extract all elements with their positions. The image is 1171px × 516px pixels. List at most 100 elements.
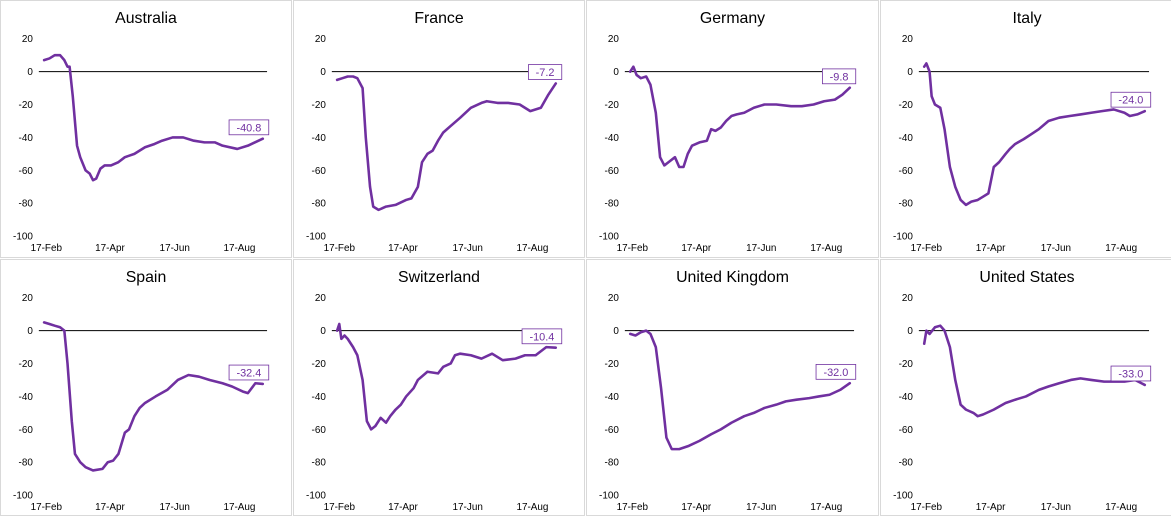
chart-title: Germany bbox=[700, 10, 765, 27]
y-tick-label: -60 bbox=[605, 166, 620, 177]
x-tick-label: 17-Jun bbox=[160, 502, 190, 513]
y-tick-label: -60 bbox=[899, 166, 914, 177]
y-tick-label: 20 bbox=[315, 34, 327, 45]
svg-text:-10.4: -10.4 bbox=[529, 331, 554, 343]
x-tick-label: 17-Jun bbox=[746, 502, 776, 513]
y-tick-label: -40 bbox=[899, 392, 914, 403]
y-tick-label: -20 bbox=[899, 100, 914, 111]
y-tick-label: -100 bbox=[13, 232, 33, 243]
y-tick-label: -20 bbox=[312, 100, 327, 111]
y-tick-label: -20 bbox=[19, 100, 34, 111]
y-tick-label: -100 bbox=[599, 232, 619, 243]
y-tick-label: -100 bbox=[306, 232, 326, 243]
x-tick-label: 17-Apr bbox=[95, 243, 125, 254]
x-tick-label: 17-Aug bbox=[1105, 502, 1137, 513]
y-tick-label: -20 bbox=[19, 359, 34, 370]
y-tick-label: -80 bbox=[19, 458, 34, 469]
x-tick-label: 17-Feb bbox=[911, 502, 943, 513]
y-tick-label: -20 bbox=[605, 100, 620, 111]
y-tick-label: 0 bbox=[907, 67, 913, 78]
y-tick-label: 0 bbox=[27, 326, 33, 337]
y-tick-label: 20 bbox=[608, 34, 620, 45]
y-tick-label: -60 bbox=[312, 425, 327, 436]
y-tick-label: -40 bbox=[19, 133, 34, 144]
end-value-label: -32.4 bbox=[228, 364, 270, 381]
y-tick-label: -20 bbox=[312, 359, 327, 370]
y-tick-label: -60 bbox=[19, 166, 34, 177]
x-tick-label: 17-Jun bbox=[453, 243, 483, 254]
chart-panel-germany: Germany 20 0 -20 -40 -60 -80 -100 17-Feb 17-Apr 17… bbox=[586, 0, 879, 258]
y-tick-label: 0 bbox=[27, 67, 33, 78]
series-line bbox=[335, 75, 558, 212]
y-tick-label: -80 bbox=[899, 199, 914, 210]
y-tick-label: -100 bbox=[599, 491, 619, 502]
end-value-label: -7.2 bbox=[528, 64, 563, 80]
end-value-label: -10.4 bbox=[521, 328, 563, 345]
x-tick-label: 17-Jun bbox=[453, 502, 483, 513]
y-tick-label: -80 bbox=[312, 199, 327, 210]
svg-text:-32.0: -32.0 bbox=[823, 367, 848, 379]
x-tick-label: 17-Apr bbox=[681, 243, 711, 254]
y-tick-label: -80 bbox=[312, 458, 327, 469]
series-line bbox=[628, 329, 852, 451]
y-tick-label: -80 bbox=[605, 199, 620, 210]
y-tick-label: 0 bbox=[907, 326, 913, 337]
y-tick-label: 0 bbox=[613, 326, 619, 337]
x-tick-label: 17-Aug bbox=[516, 502, 548, 513]
x-tick-label: 17-Feb bbox=[31, 502, 63, 513]
x-tick-label: 17-Jun bbox=[746, 243, 776, 254]
svg-text:-9.8: -9.8 bbox=[830, 71, 849, 83]
y-tick-label: -60 bbox=[899, 425, 914, 436]
x-tick-label: 17-Jun bbox=[1041, 502, 1071, 513]
y-tick-label: 20 bbox=[315, 293, 327, 304]
svg-text:-24.0: -24.0 bbox=[1118, 95, 1143, 107]
chart-panel-united-kingdom: United Kingdom 20 0 -20 -40 -60 -80 -100 17-Feb 1… bbox=[586, 259, 879, 516]
x-tick-label: 17-Apr bbox=[681, 502, 711, 513]
x-tick-label: 17-Apr bbox=[976, 502, 1006, 513]
y-tick-label: 20 bbox=[902, 293, 914, 304]
y-tick-label: -100 bbox=[13, 491, 33, 502]
y-tick-label: -60 bbox=[312, 166, 327, 177]
y-tick-label: -80 bbox=[19, 199, 34, 210]
x-tick-label: 17-Aug bbox=[810, 502, 842, 513]
x-tick-label: 17-Apr bbox=[388, 243, 418, 254]
y-tick-label: -40 bbox=[605, 133, 620, 144]
x-tick-label: 17-Apr bbox=[388, 502, 418, 513]
y-tick-label: -100 bbox=[893, 491, 913, 502]
y-tick-label: -40 bbox=[605, 392, 620, 403]
series-line bbox=[335, 322, 558, 431]
end-value-label: -40.8 bbox=[228, 119, 270, 136]
y-tick-label: 20 bbox=[608, 293, 620, 304]
x-tick-label: 17-Feb bbox=[617, 243, 649, 254]
y-tick-label: -80 bbox=[899, 458, 914, 469]
y-tick-label: -80 bbox=[605, 458, 620, 469]
y-tick-label: -40 bbox=[312, 392, 327, 403]
y-tick-label: 0 bbox=[613, 67, 619, 78]
series-line bbox=[42, 53, 265, 182]
x-tick-label: 17-Feb bbox=[617, 502, 649, 513]
x-tick-label: 17-Jun bbox=[1041, 243, 1071, 254]
y-tick-label: 20 bbox=[22, 293, 34, 304]
chart-panel-australia: Australia 20 0 -20 -40 -60 -80 -100 17-Feb 17-Apr… bbox=[0, 0, 292, 258]
y-tick-label: -40 bbox=[19, 392, 34, 403]
svg-text:-32.4: -32.4 bbox=[236, 367, 261, 379]
chart-panel-switzerland: Switzerland 20 0 -20 -40 -60 -80 -100 17-Feb 17-A… bbox=[293, 259, 585, 516]
x-tick-label: 17-Apr bbox=[976, 243, 1006, 254]
y-tick-label: 0 bbox=[320, 326, 326, 337]
x-tick-label: 17-Feb bbox=[324, 243, 356, 254]
y-tick-label: -20 bbox=[899, 359, 914, 370]
chart-title: United Kingdom bbox=[676, 269, 789, 286]
x-tick-label: 17-Feb bbox=[31, 243, 63, 254]
chart-title: Switzerland bbox=[398, 269, 480, 286]
end-value-label: -24.0 bbox=[1110, 91, 1152, 108]
x-tick-label: 17-Aug bbox=[516, 243, 548, 254]
svg-text:-33.0: -33.0 bbox=[1118, 368, 1143, 380]
y-tick-label: 0 bbox=[320, 67, 326, 78]
series-line bbox=[628, 65, 852, 169]
